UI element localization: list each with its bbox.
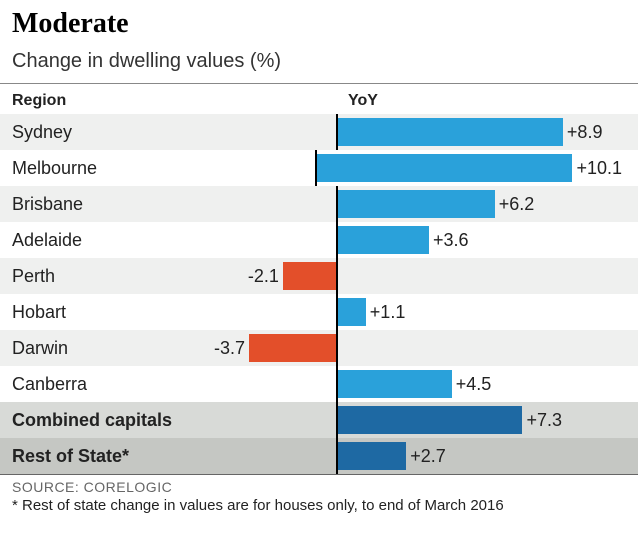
bar [338, 190, 495, 218]
neg-zone [210, 438, 336, 474]
pos-zone: +1.1 [336, 294, 638, 330]
row-label: Combined capitals [0, 402, 210, 438]
neg-zone [210, 186, 336, 222]
source-text: SOURCE: CORELOGIC [0, 475, 638, 497]
bar [249, 334, 336, 362]
pos-zone: +8.9 [336, 114, 638, 150]
bar-area: -2.1 [210, 258, 638, 294]
bar [338, 118, 563, 146]
chart-rows: Sydney +8.9 Melbourne +10.1 Brisbane +6.2 Adel… [0, 114, 638, 475]
table-row: Brisbane +6.2 [0, 186, 638, 222]
table-row: Melbourne +10.1 [0, 150, 638, 186]
value-label: +4.5 [452, 374, 496, 395]
pos-zone: +4.5 [336, 366, 638, 402]
column-headers: Region YoY [0, 84, 638, 114]
neg-zone: -2.1 [210, 258, 336, 294]
value-label: +2.7 [406, 446, 450, 467]
neg-zone: -3.7 [210, 330, 336, 366]
table-row: Canberra +4.5 [0, 366, 638, 402]
bar-area: +10.1 [189, 150, 638, 186]
value-label: +7.3 [522, 410, 566, 431]
chart-title: Moderate [0, 0, 638, 46]
neg-zone [210, 222, 336, 258]
header-region: Region [12, 92, 348, 110]
table-row: Hobart +1.1 [0, 294, 638, 330]
pos-zone: +2.7 [336, 438, 638, 474]
bar-area: +2.7 [210, 438, 638, 474]
table-row: Sydney +8.9 [0, 114, 638, 150]
value-label: +10.1 [572, 158, 626, 179]
bar [338, 226, 429, 254]
pos-zone: +7.3 [336, 402, 638, 438]
pos-zone [336, 330, 638, 366]
pos-zone: +3.6 [336, 222, 638, 258]
table-row: Adelaide +3.6 [0, 222, 638, 258]
bar-area: +4.5 [210, 366, 638, 402]
table-row: Perth -2.1 [0, 258, 638, 294]
row-label: Canberra [0, 366, 210, 402]
bar-area: +7.3 [210, 402, 638, 438]
value-label: +6.2 [495, 194, 539, 215]
row-label: Rest of State* [0, 438, 210, 474]
header-yoy: YoY [348, 92, 626, 110]
pos-zone: +6.2 [336, 186, 638, 222]
row-label: Adelaide [0, 222, 210, 258]
chart-container: Moderate Change in dwelling values (%) R… [0, 0, 638, 524]
table-row: Combined capitals +7.3 [0, 402, 638, 438]
bar [338, 442, 406, 470]
row-label: Melbourne [0, 150, 189, 186]
row-label: Darwin [0, 330, 210, 366]
value-label: +3.6 [429, 230, 473, 251]
bar [317, 154, 572, 182]
value-label: -3.7 [210, 338, 249, 359]
table-row: Darwin-3.7 [0, 330, 638, 366]
bar [338, 406, 522, 434]
row-label: Brisbane [0, 186, 210, 222]
bar-area: +6.2 [210, 186, 638, 222]
chart-subtitle: Change in dwelling values (%) [0, 46, 638, 84]
bar-area: +3.6 [210, 222, 638, 258]
footnote-text: * Rest of state change in values are for… [0, 497, 638, 524]
row-label: Perth [0, 258, 210, 294]
row-label: Hobart [0, 294, 210, 330]
bar [283, 262, 336, 290]
bar [338, 370, 452, 398]
pos-zone [336, 258, 638, 294]
neg-zone [189, 150, 315, 186]
neg-zone [210, 114, 336, 150]
neg-zone [210, 402, 336, 438]
bar-area: +1.1 [210, 294, 638, 330]
value-label: +1.1 [366, 302, 410, 323]
neg-zone [210, 294, 336, 330]
pos-zone: +10.1 [315, 150, 638, 186]
value-label: -2.1 [244, 266, 283, 287]
value-label: +8.9 [563, 122, 607, 143]
table-row: Rest of State* +2.7 [0, 438, 638, 474]
bar-area: +8.9 [210, 114, 638, 150]
bar-area: -3.7 [210, 330, 638, 366]
bar [338, 298, 366, 326]
neg-zone [210, 366, 336, 402]
row-label: Sydney [0, 114, 210, 150]
